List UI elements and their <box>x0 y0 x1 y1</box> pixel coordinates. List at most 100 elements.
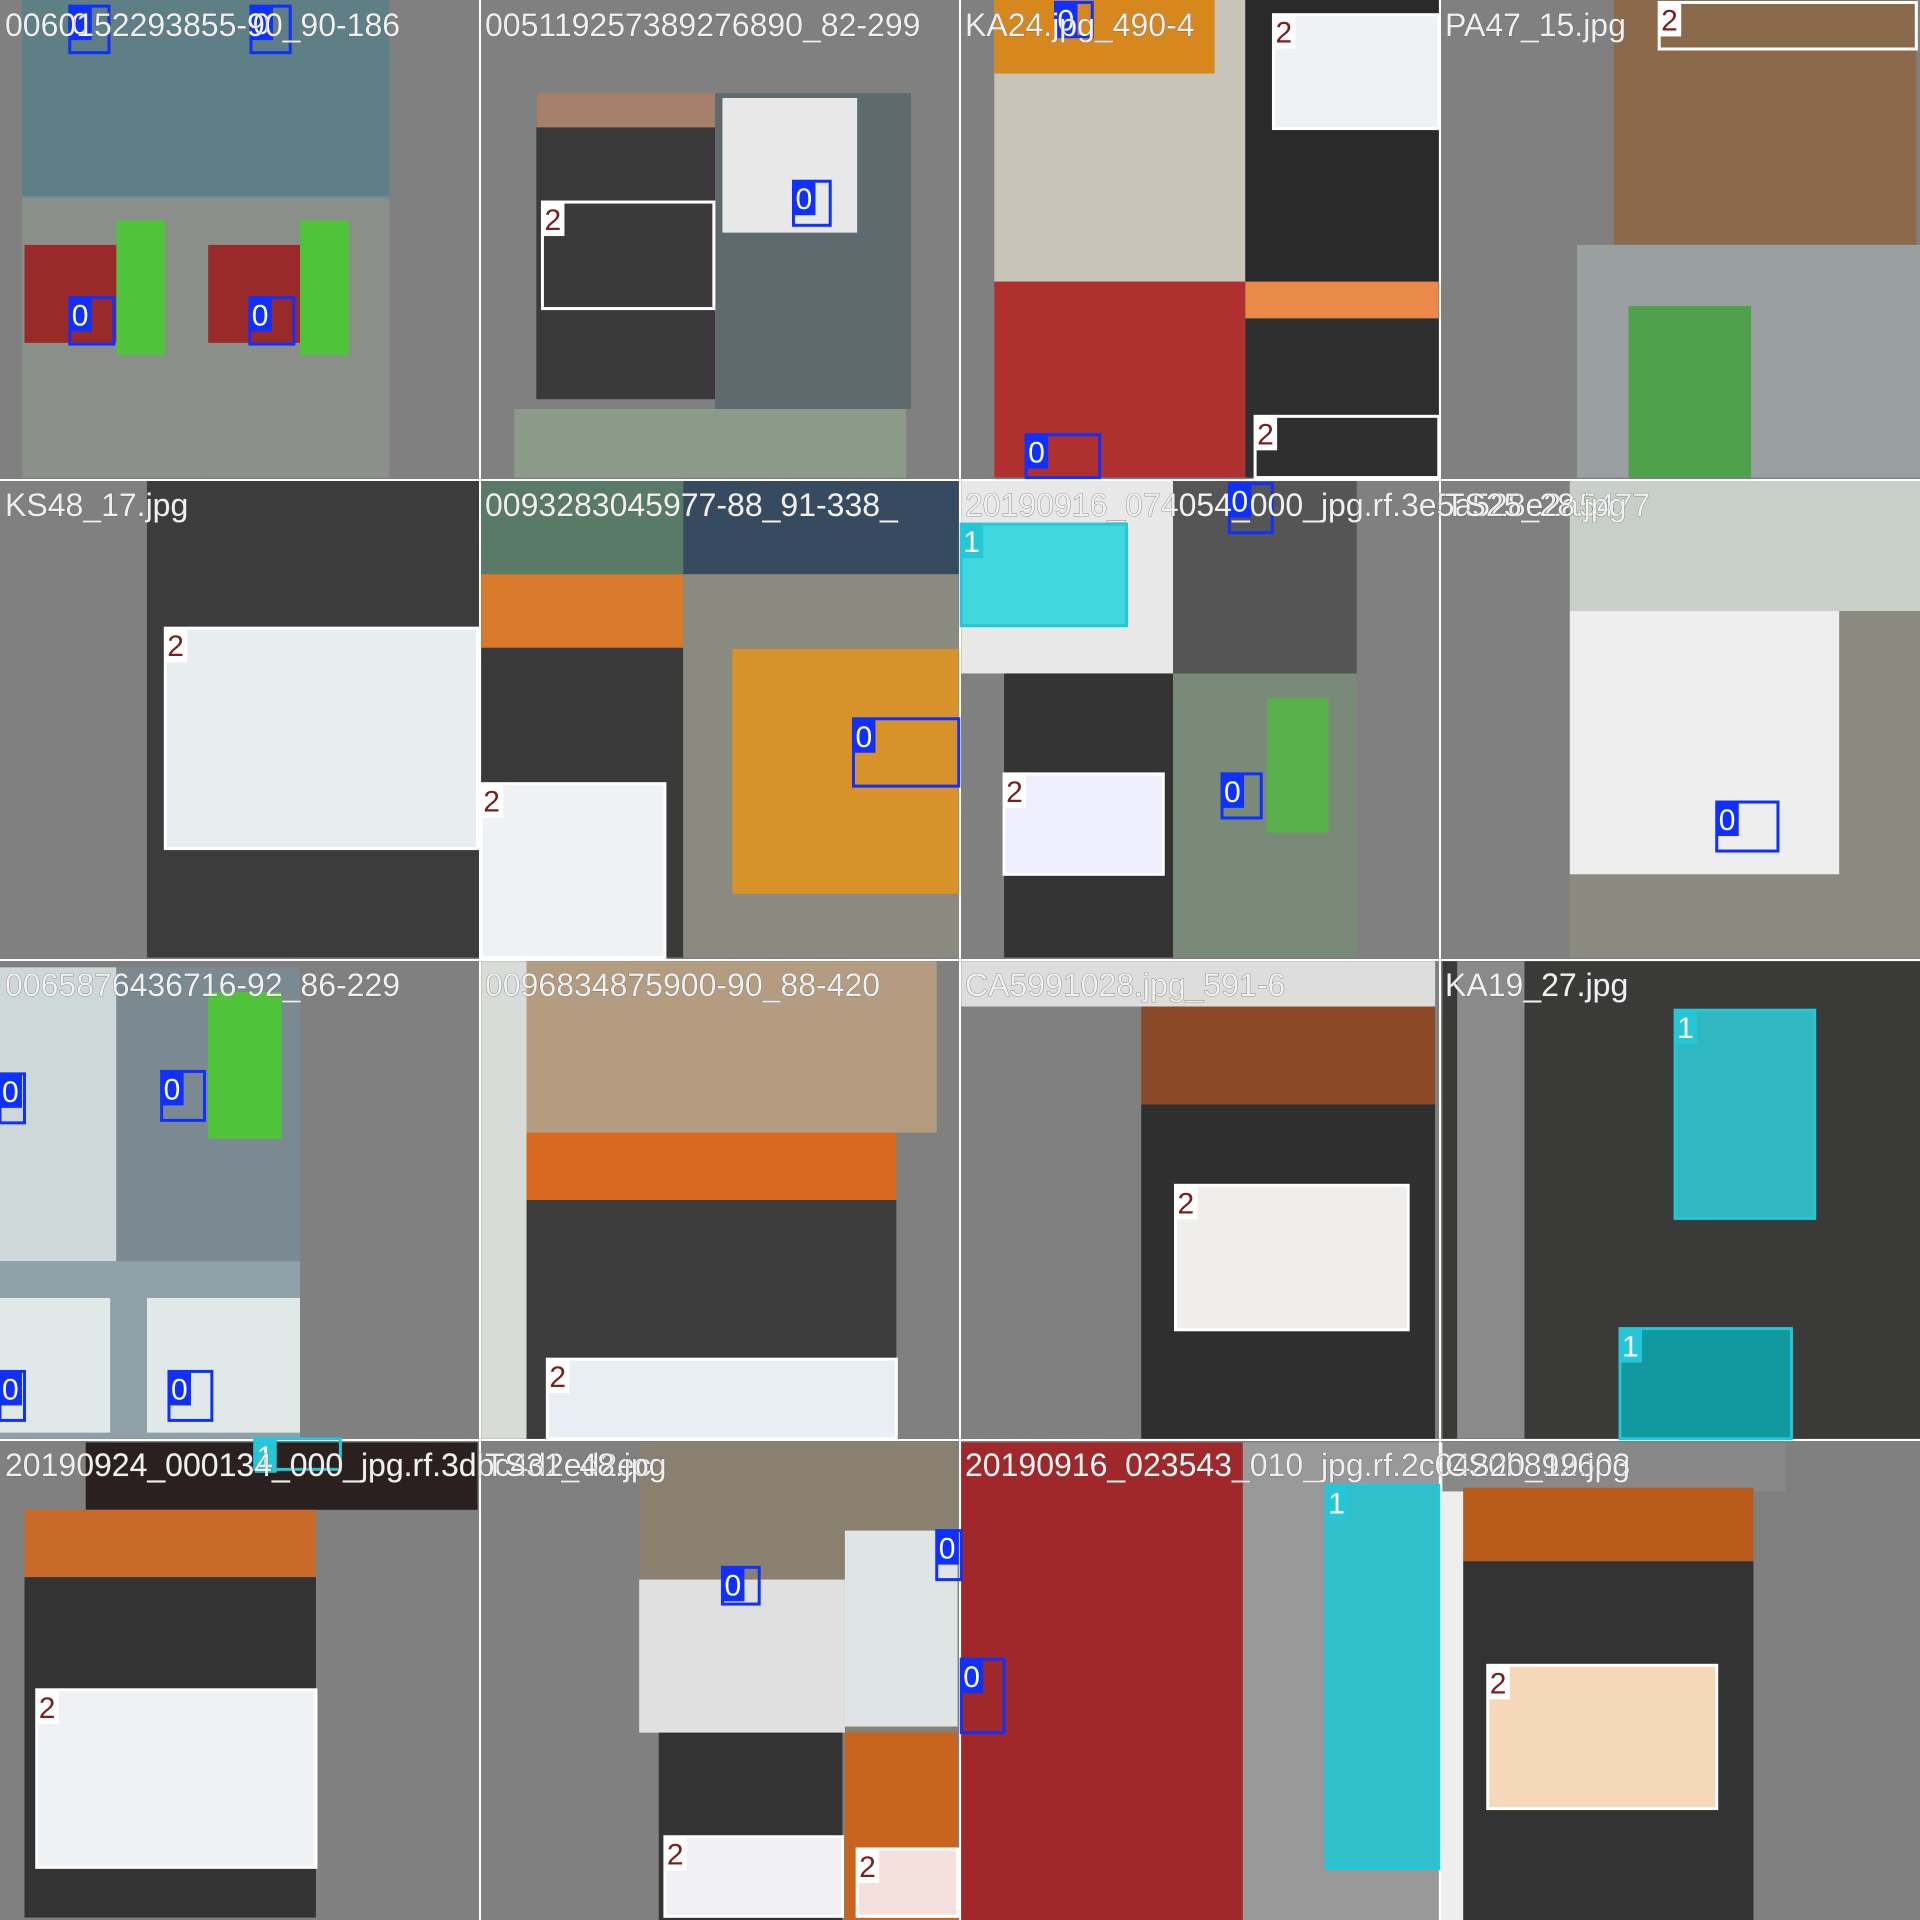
box-label-bg <box>722 1567 745 1602</box>
photo-patch <box>116 220 166 356</box>
box-label: 0 <box>963 1661 980 1694</box>
box-label: 2 <box>859 1851 876 1884</box>
box-label-bg <box>36 1689 59 1724</box>
box-label: 0 <box>1028 437 1045 470</box>
box-label-bg <box>249 297 272 332</box>
photo-patch <box>639 1579 845 1733</box>
box-label-bg <box>251 6 274 41</box>
box-label: 0 <box>2 1076 19 1109</box>
photo-patch <box>36 1689 316 1868</box>
box-label: 2 <box>549 1361 566 1394</box>
box-label-bg <box>1229 483 1252 518</box>
box-label-bg <box>664 1836 687 1871</box>
box-label: 0 <box>164 1073 181 1106</box>
box-label: 0 <box>2 1373 19 1406</box>
photo-patch <box>22 0 206 196</box>
box-label-bg <box>1222 773 1245 808</box>
box-label: 1 <box>1677 1012 1694 1045</box>
box-label: 2 <box>483 786 500 819</box>
bounding-box <box>479 782 667 960</box>
photo-patch <box>961 524 1127 626</box>
file-caption: 0065876436716-92_86-229 <box>5 967 400 1003</box>
photo-patch <box>1438 1442 1464 1920</box>
box-label: 0 <box>939 1533 956 1566</box>
photo-patch <box>1004 773 1164 875</box>
photo-patch <box>722 97 858 233</box>
bounding-box <box>1174 1183 1410 1332</box>
photo-patch <box>146 1297 300 1433</box>
box-label: 0 <box>72 300 89 333</box>
file-caption: KS48_17.jpg <box>5 487 188 523</box>
box-label-bg <box>1175 1185 1198 1220</box>
file-caption: 20190924_000134_000_jpg.rf.3dbc4d2ed2ec <box>5 1447 651 1483</box>
photo-patch <box>481 480 684 575</box>
photo-patch <box>1620 1328 1792 1439</box>
box-label-bg <box>1004 773 1027 808</box>
bounding-box <box>540 200 716 311</box>
photo-patch <box>961 1442 1243 1920</box>
photo-patch <box>514 408 907 478</box>
box-label: 0 <box>253 8 270 41</box>
bounding-box <box>1618 1327 1793 1441</box>
box-label: 2 <box>667 1839 684 1872</box>
box-label-bg <box>961 524 984 559</box>
photo-patch <box>536 93 716 400</box>
box-label-bg <box>1273 14 1296 49</box>
box-label: 2 <box>39 1692 56 1725</box>
photo-patch <box>1173 480 1357 674</box>
box-label: 2 <box>1006 776 1023 809</box>
photo-patch <box>1613 0 1917 245</box>
photo-patch <box>526 1132 897 1200</box>
photo-patch <box>165 628 478 849</box>
bounding-box <box>1673 1008 1817 1220</box>
photo-patch <box>732 648 959 894</box>
box-label: 0 <box>1719 804 1736 837</box>
photo-patch <box>547 1359 897 1439</box>
box-label: 1 <box>257 1441 274 1474</box>
photo-patch <box>85 1442 478 1510</box>
box-label-bg <box>161 1071 184 1106</box>
box-label-bg <box>793 181 816 216</box>
box-label-bg <box>1326 1485 1349 1520</box>
photo-patch <box>1175 1185 1409 1330</box>
photo-patch <box>1245 281 1439 319</box>
file-caption: KA19_27.jpg <box>1445 967 1628 1003</box>
file-caption: 20190916_023543_010_jpg.rf.2c0420b892603 <box>965 1447 1631 1483</box>
file-caption: 0060152293855-90_90-186 <box>5 7 400 43</box>
box-label-bg <box>936 1530 959 1565</box>
bounding-box <box>663 1835 844 1918</box>
box-label: 2 <box>1275 17 1292 50</box>
photo-patch <box>1326 1485 1439 1869</box>
bounding-box <box>959 522 1129 628</box>
box-label: 0 <box>855 721 872 754</box>
box-label-bg <box>1659 2 1682 37</box>
photo-patch <box>1463 1487 1754 1562</box>
box-label: 0 <box>1231 486 1248 519</box>
box-label: 2 <box>544 204 561 237</box>
photo-patch <box>0 967 117 1262</box>
photo-patch <box>0 1297 111 1433</box>
box-label: 0 <box>252 300 269 333</box>
bounding-box <box>163 626 480 851</box>
photo-patch <box>1173 673 1357 958</box>
box-label-bg <box>1620 1328 1642 1363</box>
photo-patch <box>1569 611 1840 875</box>
box-label: 0 <box>1058 4 1075 37</box>
box-label-bg <box>0 1073 22 1108</box>
box-label: 2 <box>1661 4 1678 37</box>
photo-patch <box>1457 961 1525 1439</box>
box-label-bg <box>69 297 92 332</box>
box-label: 0 <box>171 1373 188 1406</box>
box-label-bg <box>1716 802 1739 837</box>
box-label-bg <box>165 628 188 663</box>
box-label: 1 <box>1622 1331 1639 1364</box>
photo-patch <box>961 961 1436 1007</box>
photo-patch <box>481 961 527 1439</box>
photo-patch <box>1628 306 1752 478</box>
file-caption: 0096834875900-90_88-420 <box>485 967 880 1003</box>
photo-patch <box>481 783 665 958</box>
box-label: 1 <box>1328 1487 1345 1520</box>
box-label-bg <box>1026 434 1049 469</box>
photo-patch <box>481 574 684 648</box>
